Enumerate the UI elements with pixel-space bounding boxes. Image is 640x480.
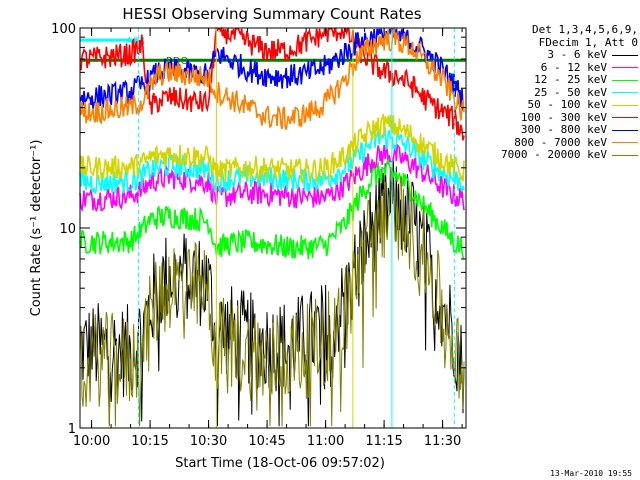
legend-item: 50 - 100 keV — [480, 98, 638, 112]
y-tick-label-1: 10 — [59, 222, 76, 237]
x-tick-label-2: 10:30 — [190, 434, 227, 449]
legend-swatch — [612, 154, 638, 156]
legend-item: 100 - 300 keV — [480, 110, 638, 125]
legend-swatch — [612, 92, 638, 94]
legend-swatch — [612, 104, 638, 106]
x-tick-label-5: 11:15 — [365, 434, 402, 449]
legend-label: 12 - 25 keV — [534, 73, 607, 86]
legend-label: 800 - 7000 keV — [514, 135, 607, 149]
legend-swatch — [612, 54, 638, 56]
legend-item: 800 - 7000 keV — [480, 135, 638, 150]
series-line-2 — [79, 158, 465, 260]
series-line-1 — [79, 143, 465, 213]
legend-swatch — [612, 129, 638, 131]
series-line-5 — [79, 26, 465, 141]
legend-item: 300 - 800 keV — [480, 123, 638, 137]
legend: Det 1,3,4,5,6,9, FDecim 1, Att 0 3 - 6 k… — [480, 23, 638, 162]
series-line-3 — [79, 126, 465, 196]
legend-header-line-1: Det 1,3,4,5,6,9, — [532, 23, 638, 36]
legend-swatch — [612, 67, 638, 69]
series-line-7 — [79, 26, 465, 130]
series-line-4 — [79, 113, 465, 185]
legend-item: 12 - 25 keV — [480, 73, 638, 87]
x-tick-label-4: 11:00 — [307, 434, 344, 449]
legend-item: 7000 - 20000 keV — [480, 148, 638, 162]
footer-date: 13-Mar-2010 19:55 — [550, 469, 632, 478]
y-tick-label-0: 1 — [68, 422, 76, 437]
state-bar-label-a04: A04 — [126, 36, 146, 47]
x-axis-label: Start Time (18-Oct-06 09:57:02) — [175, 456, 385, 471]
x-tick-label-6: 11:30 — [424, 434, 461, 449]
legend-label: 7000 - 20000 keV — [501, 148, 607, 161]
series-line-8 — [79, 167, 465, 427]
legend-item: 6 - 12 keV — [480, 60, 638, 75]
legend-swatch — [612, 117, 638, 119]
legend-item: 25 - 50 keV — [480, 85, 638, 100]
chart-title: HESSI Observing Summary Count Rates — [122, 5, 421, 23]
x-tick-label-3: 10:45 — [248, 434, 285, 449]
legend-label: 300 - 800 keV — [520, 123, 607, 136]
legend-swatch — [612, 79, 638, 81]
y-axis-label: Count Rate (s⁻¹ detector⁻¹) — [29, 140, 44, 317]
legend-item: 3 - 6 keV — [480, 48, 638, 62]
legend-label: 100 - 300 keV — [520, 110, 607, 124]
x-tick-label-0: 10:00 — [73, 434, 110, 449]
legend-header-line-2: FDecim 1, Att 0 — [538, 35, 638, 49]
legend-label: 50 - 100 keV — [527, 98, 607, 111]
x-tick-label-1: 10:15 — [131, 434, 168, 449]
legend-label: 25 - 50 keV — [534, 85, 607, 99]
y-tick-label-2: 100 — [51, 22, 76, 37]
legend-label: 3 - 6 keV — [547, 48, 607, 61]
legend-label: 6 - 12 keV — [540, 60, 607, 74]
legend-swatch — [612, 142, 638, 144]
series-line-6 — [79, 27, 465, 112]
